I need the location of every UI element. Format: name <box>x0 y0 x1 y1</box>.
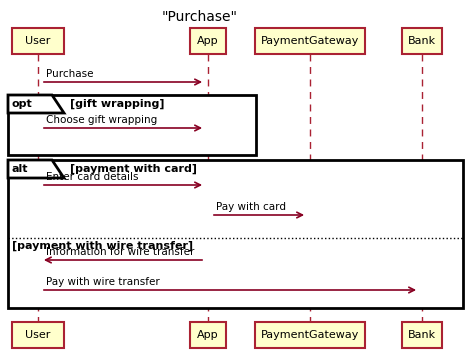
Text: User: User <box>25 36 51 46</box>
Text: Choose gift wrapping: Choose gift wrapping <box>46 115 157 125</box>
Bar <box>12 322 64 348</box>
Bar <box>255 28 365 54</box>
Bar <box>402 28 442 54</box>
Text: "Purchase": "Purchase" <box>162 10 238 24</box>
Text: Enter card details: Enter card details <box>46 172 138 182</box>
Bar <box>8 160 463 308</box>
Bar <box>8 95 256 155</box>
Text: opt: opt <box>12 99 33 109</box>
Text: App: App <box>197 36 219 46</box>
Bar <box>190 28 226 54</box>
Text: [payment with card]: [payment with card] <box>70 164 197 174</box>
Text: [gift wrapping]: [gift wrapping] <box>70 99 164 109</box>
Text: Purchase: Purchase <box>46 69 93 79</box>
Bar <box>402 322 442 348</box>
Text: [payment with wire transfer]: [payment with wire transfer] <box>12 241 193 251</box>
Text: alt: alt <box>12 164 28 174</box>
Polygon shape <box>8 95 64 113</box>
Text: User: User <box>25 330 51 340</box>
Text: Pay with card: Pay with card <box>216 202 286 212</box>
Text: App: App <box>197 330 219 340</box>
Bar <box>12 28 64 54</box>
Text: Information for wire transfer: Information for wire transfer <box>46 247 194 257</box>
Bar <box>255 322 365 348</box>
Text: Bank: Bank <box>408 36 436 46</box>
Text: PaymentGateway: PaymentGateway <box>261 330 359 340</box>
Text: Pay with wire transfer: Pay with wire transfer <box>46 277 160 287</box>
Text: Bank: Bank <box>408 330 436 340</box>
Text: PaymentGateway: PaymentGateway <box>261 36 359 46</box>
Bar <box>190 322 226 348</box>
Polygon shape <box>8 160 64 178</box>
